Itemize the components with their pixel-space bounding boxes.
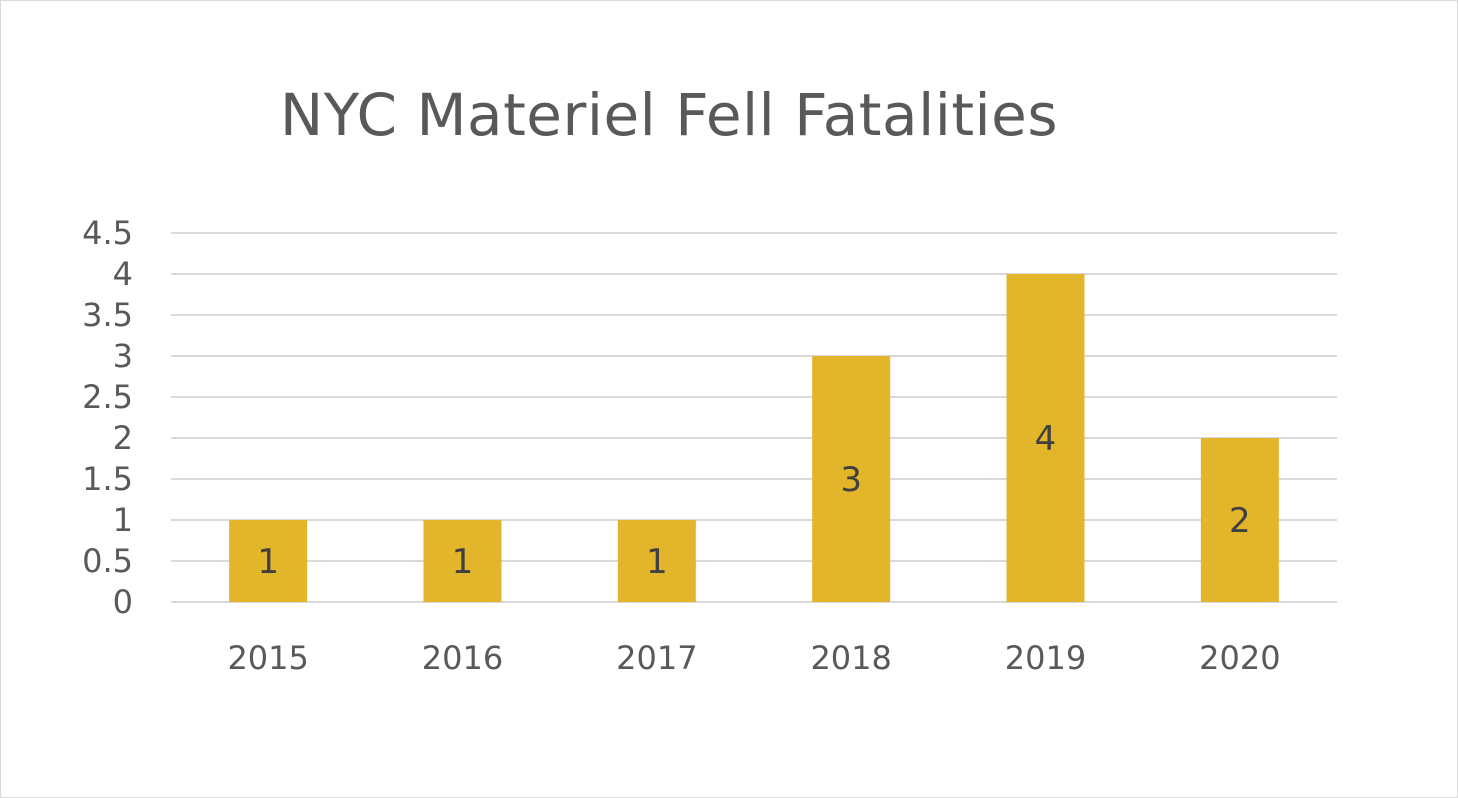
y-tick-label: 4: [113, 255, 133, 293]
data-label: 3: [840, 460, 862, 500]
y-tick-label: 3.5: [82, 296, 133, 334]
x-tick-label: 2020: [1199, 639, 1280, 677]
x-tick-label: 2019: [1005, 639, 1086, 677]
data-label: 4: [1035, 419, 1057, 459]
bar-2015: [229, 520, 308, 602]
data-label: 1: [257, 542, 279, 582]
gridlines: [171, 232, 1337, 603]
y-tick-label: 3: [113, 337, 133, 375]
y-tick-label: 0.5: [82, 542, 133, 580]
data-label: 1: [452, 542, 474, 582]
x-tick-label: 2018: [810, 639, 891, 677]
data-label: 1: [646, 542, 668, 582]
bar-2018: [812, 356, 891, 602]
chart-title: NYC Materiel Fell Fatalities: [279, 81, 1059, 149]
bar-2016: [423, 520, 502, 602]
x-tick-label: 2015: [227, 639, 308, 677]
bar-2017: [617, 520, 696, 602]
y-tick-label: 0: [113, 583, 133, 621]
x-tick-label: 2016: [422, 639, 503, 677]
bar-2019: [1006, 274, 1085, 602]
bars: [229, 274, 1279, 602]
data-label: 2: [1229, 501, 1251, 541]
y-tick-label: 2.5: [82, 378, 133, 416]
bar-2020: [1200, 438, 1279, 602]
labels: 00.511.522.533.544.512015120161201732018…: [82, 214, 1280, 677]
y-tick-label: 2: [113, 419, 133, 457]
y-tick-label: 4.5: [82, 214, 133, 252]
y-tick-label: 1: [113, 501, 133, 539]
y-tick-label: 1.5: [82, 460, 133, 498]
x-tick-label: 2017: [616, 639, 697, 677]
